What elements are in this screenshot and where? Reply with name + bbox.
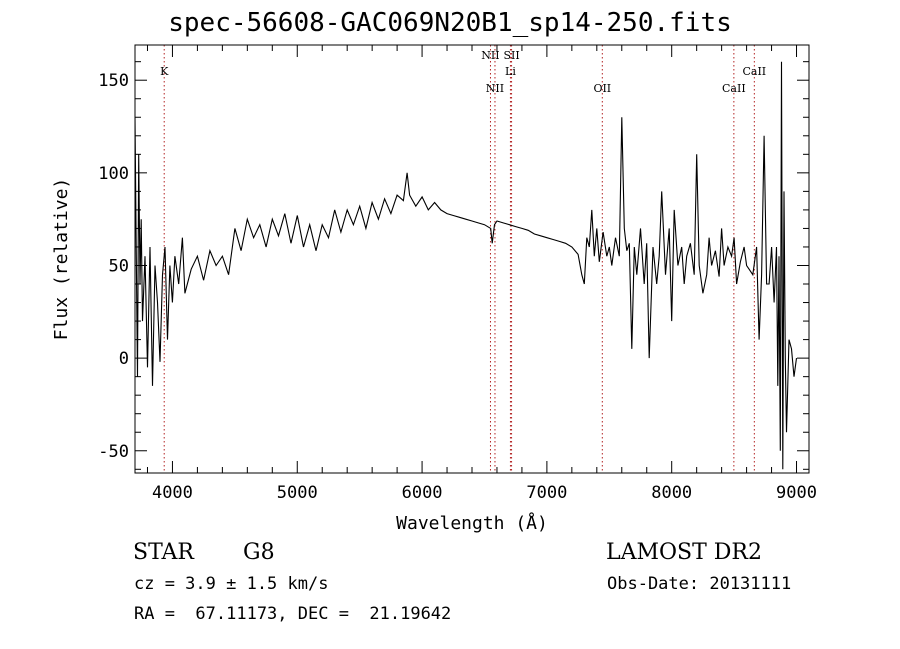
y-tick-label: -50 [98,442,129,462]
x-tick-label: 8000 [651,483,692,503]
x-tick-label: 6000 [402,483,443,503]
y-tick-label: 150 [98,71,129,91]
series-layer [135,61,798,470]
x-tick-label: 5000 [277,483,318,503]
line-label: NII [486,82,504,95]
x-tick-label: 9000 [776,483,817,503]
x-axis-label: Wavelength (Å) [396,512,548,534]
y-tick-label: 0 [119,349,129,369]
spectrum-line [135,61,798,470]
line-markers: K NII NII SII Li OII CaII CaII [160,45,766,473]
object-class: STAR [133,540,194,565]
line-label: OII [593,82,611,95]
y-axis-label: Flux (relative) [51,178,72,341]
y-tick-label: 100 [98,164,129,184]
line-label: SII [503,49,519,62]
chart-title: spec-56608-GAC069N20B1_sp14-250.fits [168,8,732,38]
x-tick-label: 7000 [526,483,567,503]
obs-date: Obs-Date: 20131111 [607,574,792,594]
redshift-cz: cz = 3.9 ± 1.5 km/s [134,574,329,594]
line-label: Li [505,65,516,78]
line-label: CaII [742,65,766,78]
survey-name: LAMOST DR2 [606,540,762,565]
y-tick-label: 50 [109,256,129,276]
line-label: NII [481,49,499,62]
x-tick-label: 4000 [152,483,193,503]
object-subclass: G8 [243,540,275,565]
line-label: CaII [722,82,746,95]
ra-dec: RA = 67.11173, DEC = 21.19642 [134,604,452,624]
line-label: K [160,65,169,78]
axes: 4000 5000 6000 7000 8000 9000 -50 0 50 100 150 Wave… [51,44,817,534]
